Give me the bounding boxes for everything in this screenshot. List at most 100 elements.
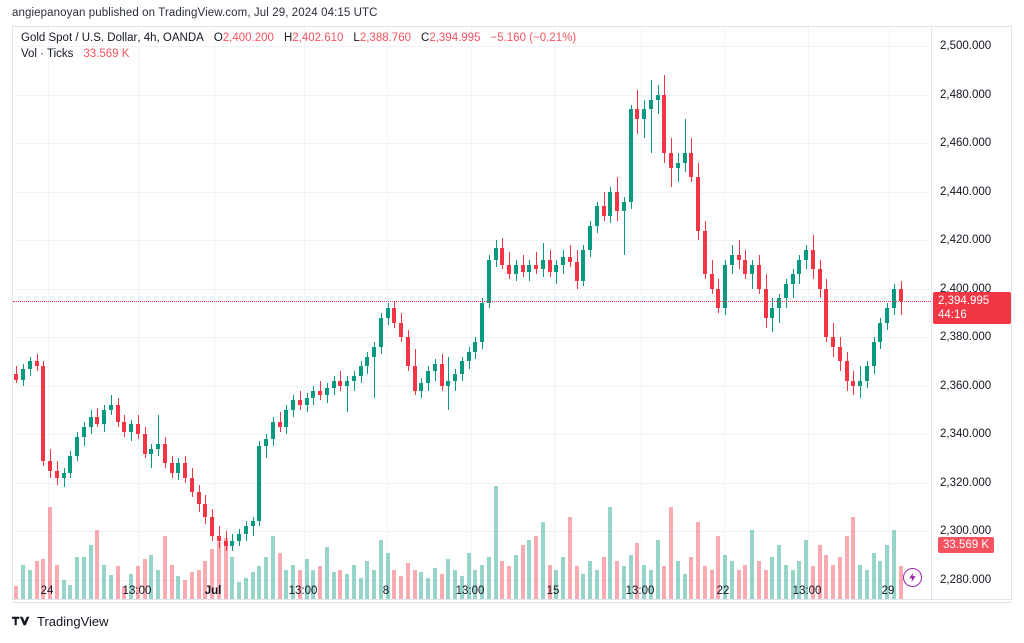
volume-bar <box>851 516 856 599</box>
time-axis-label: Jul <box>204 585 222 597</box>
time-axis-label: 29 <box>881 585 895 597</box>
volume-bar <box>41 558 46 599</box>
candle-body <box>88 417 93 427</box>
candle-body <box>534 264 539 270</box>
candle-body <box>594 206 599 226</box>
candle-body <box>54 470 59 478</box>
volume-bar <box>561 556 566 599</box>
volume-bar <box>412 570 417 599</box>
candle-wick <box>300 390 301 410</box>
candle-body <box>507 264 512 275</box>
candle-body <box>351 376 356 381</box>
candle-body <box>169 463 174 473</box>
candle-body <box>372 346 377 357</box>
candle-wick <box>97 407 98 427</box>
candle-body <box>810 249 815 270</box>
candle-body <box>574 262 579 282</box>
volume-bar <box>716 535 721 599</box>
candle-body <box>446 380 451 386</box>
price-gridline <box>13 531 931 533</box>
candle-body <box>581 249 586 282</box>
time-axis-label: 13:00 <box>455 585 485 597</box>
legend-close-key: C <box>421 32 430 44</box>
candle-body <box>831 337 836 347</box>
volume-bar <box>763 570 768 599</box>
candle-wick <box>151 443 152 469</box>
candle-body <box>284 409 289 427</box>
volume-bar <box>68 584 73 599</box>
volume-bar <box>351 564 356 599</box>
candle-body <box>324 388 329 396</box>
chart-plot-area[interactable] <box>13 27 931 599</box>
volume-bar <box>547 564 552 599</box>
volume-bar <box>527 539 532 599</box>
legend-volume-label[interactable]: Vol · Ticks <box>21 48 74 60</box>
volume-bar <box>439 574 444 599</box>
price-axis-label: 2,460.000 <box>940 137 992 150</box>
candle-body <box>432 363 437 372</box>
candle-body <box>338 380 343 386</box>
lightning-bolt-icon[interactable] <box>902 568 922 587</box>
candle-body <box>135 424 140 435</box>
time-gridline <box>138 27 139 599</box>
volume-bar <box>702 566 707 599</box>
time-gridline <box>471 27 472 599</box>
volume-bar <box>736 570 741 599</box>
legend-low-key: L <box>353 32 360 44</box>
candle-body <box>716 288 721 309</box>
candle-body <box>14 373 19 380</box>
volume-bar <box>513 554 518 599</box>
volume-bar <box>581 574 586 599</box>
candle-body <box>75 436 80 456</box>
candle-body <box>642 109 647 120</box>
volume-bar <box>324 547 329 599</box>
volume-bar <box>270 535 275 599</box>
volume-bar <box>419 572 424 599</box>
legend-symbol[interactable]: Gold Spot / U.S. Dollar <box>21 32 138 44</box>
candle-body <box>473 342 478 352</box>
legend-interval[interactable]: 4h <box>143 32 157 44</box>
volume-bar <box>189 572 194 599</box>
price-axis-label: 2,480.000 <box>940 88 992 101</box>
publish-text: angiepanoyan published on TradingView.co… <box>12 7 378 19</box>
time-axis-label: 13:00 <box>122 585 152 597</box>
volume-bar <box>615 560 620 599</box>
volume-bar <box>392 570 397 599</box>
candle-wick <box>685 119 686 173</box>
volume-bar <box>743 564 748 599</box>
candle-body <box>601 206 606 217</box>
volume-bar <box>662 566 667 599</box>
time-gridline <box>304 27 305 599</box>
candle-body <box>41 366 46 461</box>
volume-bar <box>426 577 431 599</box>
candle-body <box>851 380 856 386</box>
price-axis[interactable]: 2,394.995 44:16 33.569 K 2,500.000 2,480.… <box>931 27 1011 599</box>
candle-body <box>466 351 471 362</box>
candle-wick <box>158 414 159 456</box>
time-axis-label: 8 <box>382 585 390 597</box>
volume-bar <box>210 549 215 599</box>
candle-body <box>837 346 842 362</box>
volume-bar <box>831 564 836 599</box>
candle-body <box>547 259 552 272</box>
candle-body <box>540 259 545 270</box>
volume-bar <box>88 545 93 599</box>
volume-bar <box>729 560 734 599</box>
volume-bar <box>372 570 377 599</box>
candle-wick <box>624 196 625 255</box>
price-gridline <box>13 143 931 145</box>
volume-bar <box>48 507 53 599</box>
candle-body <box>770 308 775 318</box>
candle-body <box>250 521 255 527</box>
candle-body <box>243 526 248 534</box>
volume-bar <box>628 554 633 599</box>
tradingview-brand-text: TradingView <box>37 614 109 629</box>
volume-bar <box>696 522 701 599</box>
volume-bar <box>162 535 167 599</box>
candle-body <box>844 361 849 381</box>
time-axis[interactable]: 24 13:00 Jul 13:00 8 13:00 15 13:00 22 13:00 29 <box>12 581 1012 603</box>
candle-body <box>81 426 86 437</box>
volume-bar <box>608 507 613 599</box>
candle-body <box>615 191 620 212</box>
